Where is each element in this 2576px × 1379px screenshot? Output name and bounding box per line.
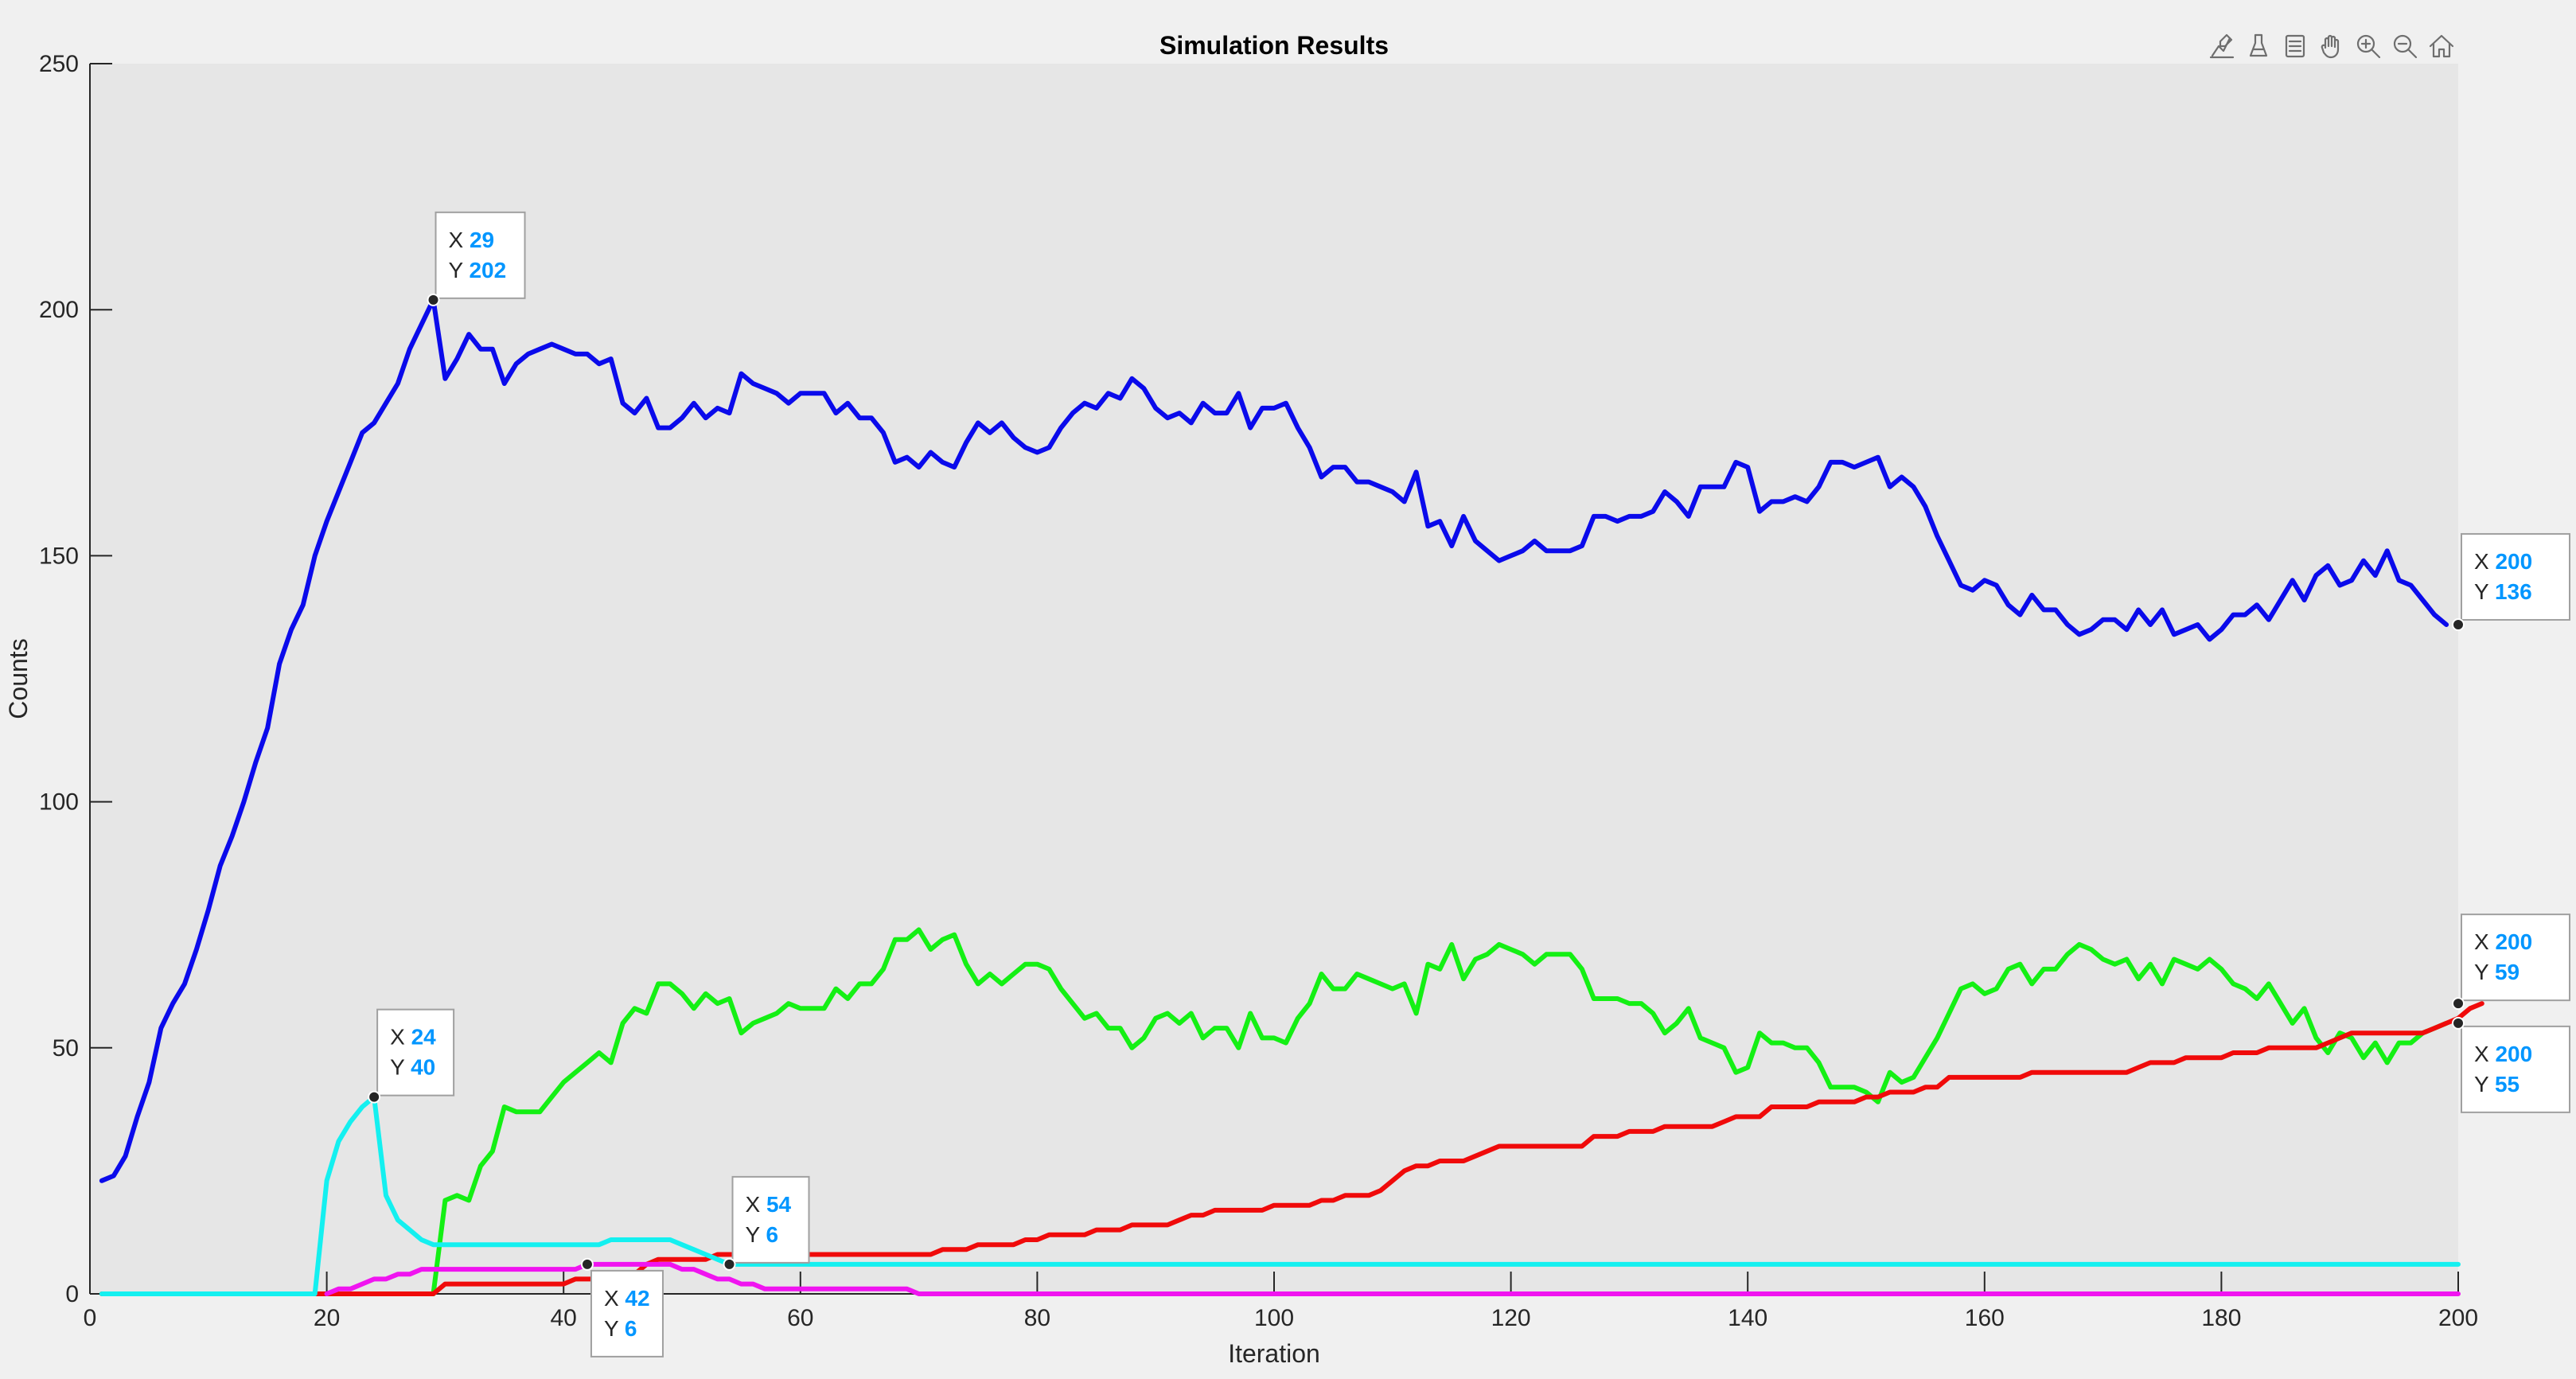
datatip[interactable]: X 29 Y 202 — [427, 211, 526, 306]
datatip-x-row: X 42 — [604, 1286, 650, 1311]
datatip-box — [2461, 532, 2570, 621]
datatip-marker[interactable] — [580, 1257, 594, 1271]
x-tick-label: 60 — [787, 1305, 813, 1331]
series-line-2[interactable] — [99, 927, 2449, 1296]
datatip-marker[interactable] — [427, 293, 440, 306]
ticks: 0 20 40 60 80 100 120 140 160 180 200 0 50 100 150 200 2… — [39, 51, 2478, 1331]
x-tick-label: 120 — [1491, 1305, 1531, 1331]
datatip-x-row: X 54 — [746, 1192, 792, 1217]
datatip[interactable]: X 42 Y 6 — [580, 1257, 664, 1358]
datatip-x-row: X 200 — [2474, 1042, 2532, 1066]
datatip-y-row: Y 136 — [2474, 579, 2532, 604]
datatip-box — [2461, 913, 2570, 1002]
datatip-box — [2461, 1025, 2570, 1113]
series-line-3[interactable] — [99, 1001, 2484, 1296]
x-tick-label: 140 — [1728, 1305, 1767, 1331]
zoom-in-icon[interactable] — [2351, 29, 2386, 64]
datatip-y-row: Y 40 — [390, 1055, 435, 1080]
pan-hand-icon[interactable] — [2314, 29, 2349, 64]
x-tick-label: 40 — [551, 1305, 577, 1331]
x-axis-label: Iteration — [1228, 1339, 1320, 1368]
y-tick-label: 100 — [39, 789, 79, 816]
datatip-box — [590, 1269, 664, 1358]
datatip[interactable]: X 200 Y 59 — [2452, 913, 2570, 1011]
datatip-y-row: Y 6 — [746, 1222, 779, 1247]
datatip-marker[interactable] — [723, 1257, 736, 1271]
datatip-y-row: Y 202 — [449, 258, 507, 282]
datatip-box — [731, 1175, 810, 1264]
x-tick-label: 180 — [2201, 1305, 2241, 1331]
y-tick-label: 150 — [39, 543, 79, 569]
y-axis-label: Counts — [4, 638, 33, 719]
datatip-marker[interactable] — [2452, 617, 2465, 631]
x-tick-label: 0 — [84, 1305, 97, 1331]
datatip[interactable]: X 200 Y 136 — [2452, 532, 2570, 631]
datatip-group: X 29 Y 202 X 200 Y 136 X 24 Y 40 X 54 Y 6 X 42 Y … — [368, 211, 2570, 1358]
x-tick-label: 80 — [1024, 1305, 1050, 1331]
home-icon[interactable] — [2424, 29, 2459, 64]
datatip[interactable]: X 54 Y 6 — [723, 1175, 810, 1271]
y-tick-label: 250 — [39, 51, 79, 77]
datatip-x-row: X 24 — [390, 1025, 436, 1050]
x-tick-label: 20 — [314, 1305, 340, 1331]
x-tick-label: 100 — [1254, 1305, 1294, 1331]
x-tick-label: 200 — [2438, 1305, 2478, 1331]
datatip-x-row: X 200 — [2474, 549, 2532, 574]
series-group — [99, 297, 2484, 1296]
legend-icon[interactable] — [2278, 29, 2313, 64]
datatip-x-row: X 29 — [449, 228, 495, 252]
series-line-4[interactable] — [99, 1094, 2461, 1296]
zoom-out-icon[interactable] — [2387, 29, 2422, 64]
datatip-y-row: Y 55 — [2474, 1072, 2519, 1097]
datatip-box — [376, 1008, 455, 1097]
x-tick-label: 160 — [1965, 1305, 2005, 1331]
datatip-y-row: Y 59 — [2474, 960, 2519, 984]
y-tick-label: 200 — [39, 297, 79, 323]
series-line-5[interactable] — [324, 1261, 2461, 1296]
series-line-1[interactable] — [99, 297, 2449, 1183]
y-tick-label: 0 — [65, 1281, 79, 1307]
datatip-marker[interactable] — [2452, 1016, 2465, 1030]
brush-icon[interactable] — [2241, 29, 2276, 64]
y-tick-label: 50 — [53, 1035, 79, 1062]
datatip-marker[interactable] — [2452, 997, 2465, 1011]
chart-title: Simulation Results — [1159, 31, 1389, 60]
datatip-x-row: X 200 — [2474, 929, 2532, 954]
axes-toolbar — [2204, 27, 2459, 65]
datatip-y-row: Y 6 — [604, 1316, 637, 1341]
datatip[interactable]: X 24 Y 40 — [368, 1008, 455, 1104]
datatip[interactable]: X 200 Y 55 — [2452, 1016, 2570, 1113]
data-tips-icon[interactable] — [2204, 29, 2239, 64]
datatip-marker[interactable] — [368, 1090, 381, 1104]
datatip-box — [435, 211, 526, 299]
